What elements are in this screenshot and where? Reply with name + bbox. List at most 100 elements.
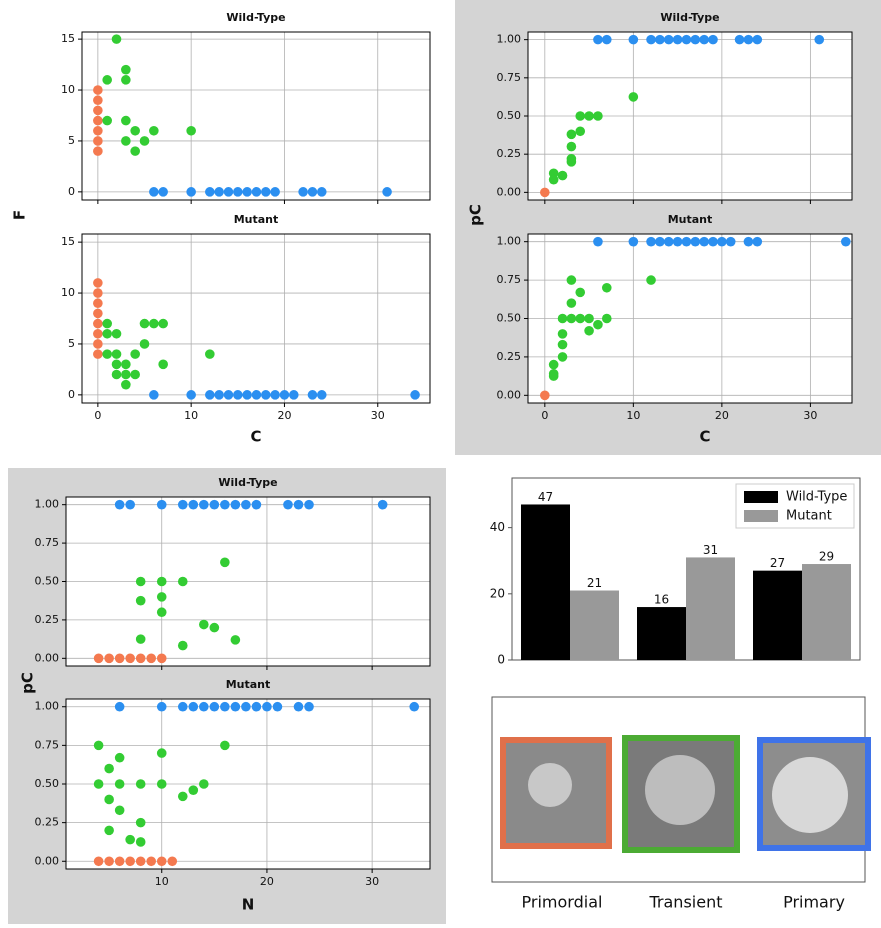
point: [584, 325, 594, 336]
point: [575, 126, 586, 137]
point: [139, 318, 150, 329]
x-axis-label: C: [250, 428, 261, 446]
y-tick-label: 0.75: [497, 273, 522, 286]
plot-area: [82, 234, 430, 403]
y-tick-label: 0.75: [35, 738, 60, 751]
point: [681, 236, 692, 247]
point: [205, 390, 215, 400]
subplot-title: Mutant: [226, 678, 271, 691]
x-tick-label: 0: [541, 409, 548, 422]
value-label: 47: [538, 490, 553, 504]
x-tick-label: 10: [184, 409, 198, 422]
point: [125, 856, 135, 867]
point: [316, 390, 327, 400]
point: [111, 34, 122, 44]
y-tick-label: 0: [497, 653, 505, 667]
point: [288, 390, 299, 400]
axes-frame: [527, 233, 853, 404]
point: [93, 105, 103, 116]
point: [114, 701, 125, 712]
point: [646, 236, 656, 247]
point: [752, 34, 763, 45]
point: [156, 856, 167, 867]
point: [575, 287, 586, 298]
point: [114, 805, 125, 816]
x-tick-label: 0: [94, 409, 101, 422]
point: [104, 825, 114, 836]
point: [307, 187, 318, 197]
point: [114, 653, 125, 664]
bar: [570, 590, 619, 660]
y-tick-label: 0.50: [35, 777, 60, 790]
plot-area: [82, 32, 430, 200]
point: [156, 499, 167, 510]
bar: [753, 570, 802, 660]
point: [293, 701, 304, 712]
point: [114, 752, 125, 763]
point: [93, 136, 103, 146]
y-tick-label: 10: [61, 83, 75, 96]
y-axis-label: pC: [19, 672, 37, 694]
point: [93, 146, 103, 156]
point: [146, 856, 157, 867]
point: [186, 125, 196, 136]
point: [135, 576, 146, 587]
point: [270, 390, 280, 400]
point: [708, 236, 718, 247]
point: [135, 817, 146, 828]
point: [233, 390, 243, 400]
point: [690, 34, 701, 45]
y-tick-label: 0.00: [497, 388, 522, 401]
y-tick-label: 1.00: [35, 498, 60, 511]
point: [93, 740, 104, 751]
point: [130, 146, 140, 156]
point: [135, 856, 146, 867]
bar: [802, 564, 851, 660]
y-tick-label: 0.00: [35, 651, 60, 664]
point: [566, 298, 577, 308]
point: [655, 236, 665, 247]
point: [584, 111, 594, 121]
point: [262, 701, 272, 712]
point: [114, 856, 125, 867]
point: [135, 837, 146, 847]
y-tick-label: 0.00: [35, 854, 60, 867]
point: [188, 701, 199, 712]
point: [241, 701, 251, 712]
point: [130, 369, 140, 380]
x-tick-label: 30: [371, 409, 385, 422]
point: [566, 275, 577, 285]
x-axis-label: N: [242, 896, 255, 914]
y-tick-label: 0.25: [497, 147, 522, 160]
point: [672, 34, 683, 45]
point: [158, 187, 168, 197]
y-tick-label: 1.00: [497, 235, 522, 248]
point: [149, 187, 159, 197]
y-tick-label: 0.25: [35, 613, 60, 626]
point: [121, 359, 131, 370]
point: [205, 349, 215, 359]
point: [699, 236, 709, 247]
point: [177, 576, 188, 587]
point: [220, 740, 230, 751]
point: [223, 390, 234, 400]
point: [93, 298, 103, 309]
point: [188, 785, 199, 795]
point: [548, 369, 559, 379]
category-label: Primary: [783, 893, 845, 912]
y-tick-label: 15: [61, 235, 75, 248]
legend-swatch: [744, 491, 778, 503]
point: [149, 390, 159, 400]
legend-label: Wild-Type: [786, 490, 847, 505]
category-label: Transient: [649, 893, 723, 912]
point: [725, 236, 736, 247]
point: [566, 141, 577, 152]
point: [557, 352, 568, 362]
point: [293, 499, 304, 510]
point: [223, 187, 234, 197]
point: [814, 34, 825, 45]
y-tick-label: 15: [61, 32, 75, 45]
bar: [686, 557, 735, 660]
y-tick-label: 20: [490, 586, 505, 600]
x-tick-label: 20: [260, 875, 274, 888]
